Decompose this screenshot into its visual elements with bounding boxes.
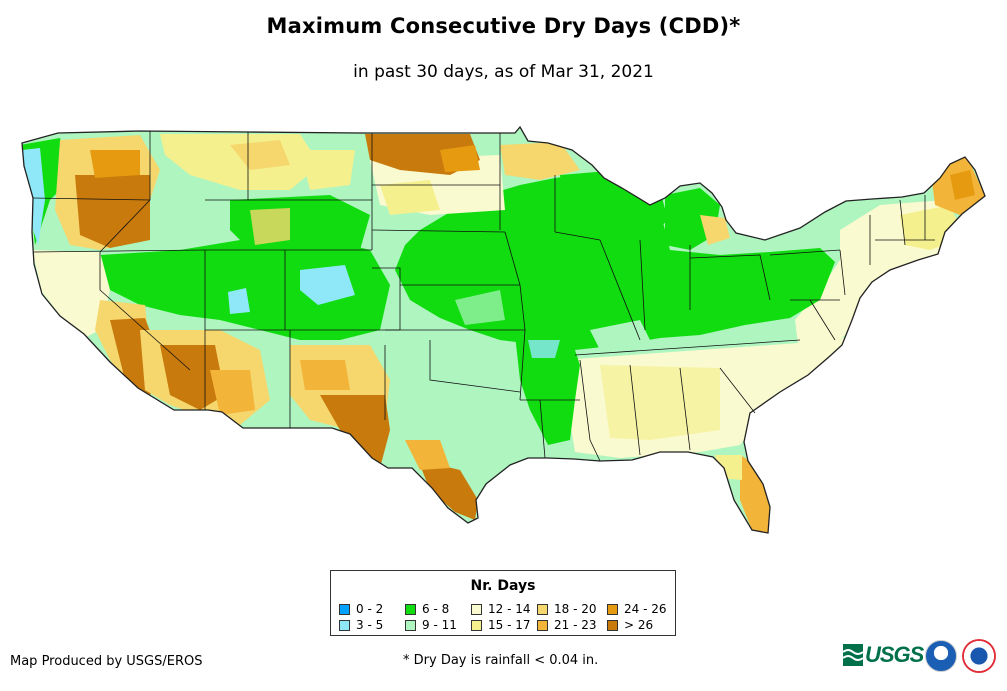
legend-swatch — [405, 620, 416, 631]
legend-item: 15 - 17 — [471, 618, 531, 632]
legend-label: 12 - 14 — [488, 602, 531, 616]
legend-label: 0 - 2 — [356, 602, 384, 616]
nws-logo-icon — [962, 639, 996, 673]
legend-swatch — [339, 604, 350, 615]
legend-label: 21 - 23 — [554, 618, 597, 632]
legend-swatch — [607, 620, 618, 631]
legend-item: 24 - 26 — [607, 602, 667, 616]
legend-item: > 26 — [607, 618, 653, 632]
legend-item: 18 - 20 — [537, 602, 597, 616]
legend-label: 15 - 17 — [488, 618, 531, 632]
legend-item: 21 - 23 — [537, 618, 597, 632]
legend-label: 9 - 11 — [422, 618, 457, 632]
legend-label: > 26 — [624, 618, 654, 632]
legend-label: 24 - 26 — [624, 602, 667, 616]
legend-swatch — [537, 604, 548, 615]
map-title: Maximum Consecutive Dry Days (CDD)* — [266, 14, 741, 38]
legend-label: 6 - 8 — [422, 602, 450, 616]
legend-box: Nr. Days 0 - 2 3 - 5 6 - 8 9 - 11 12 - 14 15 … — [330, 570, 676, 636]
noaa-logo-icon — [925, 640, 957, 672]
legend-item: 0 - 2 — [339, 602, 383, 616]
footnote-text: * Dry Day is rainfall < 0.04 in. — [403, 653, 599, 668]
state-borders — [32, 131, 935, 462]
legend-label: 3 - 5 — [356, 618, 384, 632]
legend-item: 3 - 5 — [339, 618, 383, 632]
legend-item: 9 - 11 — [405, 618, 457, 632]
usgs-logo: USGS — [843, 642, 924, 668]
legend-swatch — [471, 604, 482, 615]
legend-title: Nr. Days — [470, 578, 536, 594]
credit-text: Map Produced by USGS/EROS — [10, 654, 203, 669]
map-subtitle: in past 30 days, as of Mar 31, 2021 — [353, 62, 654, 82]
legend-item: 12 - 14 — [471, 602, 531, 616]
legend-swatch — [405, 604, 416, 615]
legend-swatch — [607, 604, 618, 615]
legend-swatch — [471, 620, 482, 631]
usgs-wave-icon — [843, 644, 863, 666]
legend-swatch — [537, 620, 548, 631]
legend-label: 18 - 20 — [554, 602, 597, 616]
usgs-logo-text: USGS — [865, 642, 924, 667]
legend-swatch — [339, 620, 350, 631]
legend-item: 6 - 8 — [405, 602, 449, 616]
